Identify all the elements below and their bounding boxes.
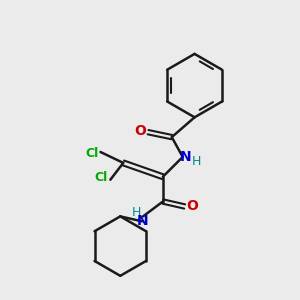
Text: N: N [180,150,191,164]
Text: Cl: Cl [85,148,98,160]
Text: O: O [134,124,146,138]
Text: O: O [187,200,199,214]
Text: Cl: Cl [95,171,108,184]
Text: H: H [131,206,141,219]
Text: H: H [192,155,201,168]
Text: N: N [136,214,148,228]
